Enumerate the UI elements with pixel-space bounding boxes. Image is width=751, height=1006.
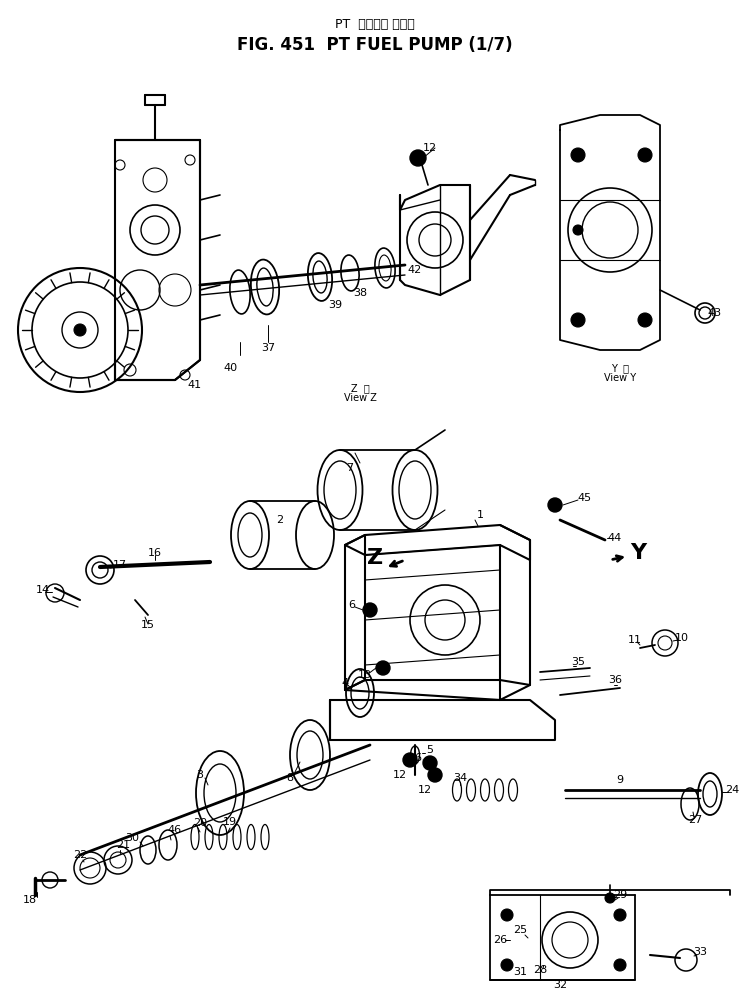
Text: 3: 3 [197, 770, 204, 780]
Text: 19: 19 [223, 817, 237, 827]
Circle shape [403, 753, 417, 767]
Circle shape [74, 324, 86, 336]
Text: 11: 11 [628, 635, 642, 645]
Text: 24: 24 [725, 785, 739, 795]
Text: 12: 12 [423, 143, 437, 153]
Text: 30: 30 [125, 833, 139, 843]
Text: 7: 7 [346, 463, 354, 473]
Text: 32: 32 [553, 980, 567, 990]
Circle shape [410, 150, 426, 166]
Text: View Y: View Y [604, 373, 636, 383]
Text: 31: 31 [513, 967, 527, 977]
Text: 12: 12 [393, 770, 407, 780]
Circle shape [605, 893, 615, 903]
Circle shape [638, 313, 652, 327]
Text: 16: 16 [148, 548, 162, 558]
Text: Z: Z [367, 548, 383, 568]
Text: 28: 28 [533, 965, 547, 975]
Text: 27: 27 [688, 815, 702, 825]
Text: Y: Y [630, 543, 646, 563]
Text: 37: 37 [261, 343, 275, 353]
Text: 6: 6 [348, 600, 355, 610]
Text: 43: 43 [708, 308, 722, 318]
Text: Z  視: Z 視 [351, 383, 369, 393]
Text: 9: 9 [617, 775, 623, 785]
Text: 4: 4 [342, 678, 348, 688]
Circle shape [501, 959, 513, 971]
Text: 35: 35 [571, 657, 585, 667]
Text: 1: 1 [476, 510, 484, 520]
Circle shape [638, 148, 652, 162]
Text: 12: 12 [418, 785, 432, 795]
Circle shape [376, 661, 390, 675]
Text: 45: 45 [578, 493, 592, 503]
Text: 21: 21 [116, 840, 130, 850]
Text: 20: 20 [193, 818, 207, 828]
Circle shape [614, 959, 626, 971]
Text: 25: 25 [513, 925, 527, 935]
Text: 18: 18 [23, 895, 37, 905]
Text: 2: 2 [276, 515, 284, 525]
Circle shape [548, 498, 562, 512]
Circle shape [614, 909, 626, 921]
Circle shape [573, 225, 583, 235]
Text: 17: 17 [113, 560, 127, 570]
Text: 29: 29 [613, 890, 627, 900]
Text: 38: 38 [353, 288, 367, 298]
Text: 42: 42 [408, 265, 422, 275]
Text: 44: 44 [608, 533, 622, 543]
Text: 40: 40 [223, 363, 237, 373]
Text: 13: 13 [358, 670, 372, 680]
Text: 34: 34 [453, 773, 467, 783]
Text: 46: 46 [168, 825, 182, 835]
Text: 15: 15 [141, 620, 155, 630]
Circle shape [423, 756, 437, 770]
Text: 26: 26 [493, 935, 507, 945]
Text: 41: 41 [188, 380, 202, 390]
Text: View Z: View Z [343, 393, 376, 403]
Text: PT  フェエル ポンプ: PT フェエル ポンプ [335, 18, 415, 31]
Text: 14: 14 [36, 585, 50, 595]
Text: 5: 5 [427, 745, 433, 754]
Text: 10: 10 [675, 633, 689, 643]
Text: FIG. 451  PT FUEL PUMP (1/7): FIG. 451 PT FUEL PUMP (1/7) [237, 36, 513, 54]
Circle shape [501, 909, 513, 921]
Text: 39: 39 [328, 300, 342, 310]
Circle shape [571, 313, 585, 327]
Circle shape [571, 148, 585, 162]
Text: 8: 8 [286, 773, 294, 783]
Text: 22: 22 [73, 850, 87, 860]
Text: Y  視: Y 視 [611, 363, 629, 373]
Text: 33: 33 [693, 947, 707, 957]
Text: 6: 6 [415, 753, 421, 763]
Circle shape [428, 768, 442, 782]
Circle shape [363, 603, 377, 617]
Text: 36: 36 [608, 675, 622, 685]
